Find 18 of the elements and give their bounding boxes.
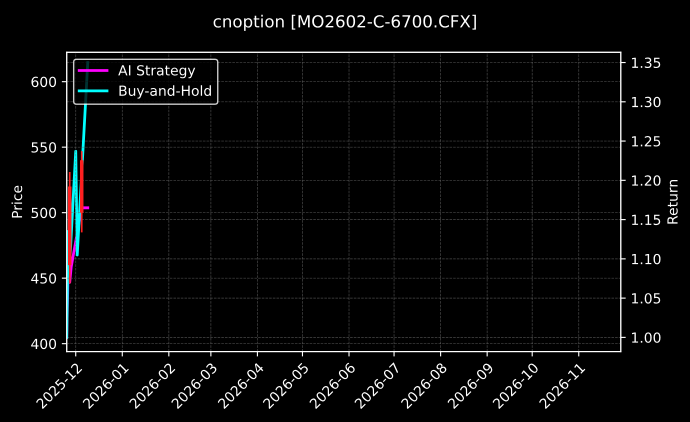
y-axis-title: Price [11, 186, 22, 218]
legend-label: Buy-and-Hold [119, 85, 211, 99]
y2-tick-label: 1.00 [632, 332, 661, 343]
y2-tick-label: 1.20 [632, 175, 661, 186]
y2-tick-label: 1.15 [632, 214, 660, 226]
y2-axis-title: Return [667, 180, 678, 224]
y2-tick-label: 1.25 [632, 136, 660, 147]
y-tick-label: 550 [32, 142, 56, 153]
y2-tick-label: 1.30 [632, 96, 661, 108]
y2-tick-label: 1.05 [632, 293, 660, 304]
chart-title: cnoption [MO2602-C-6700.CFX] [214, 14, 476, 31]
y-tick-label: 500 [32, 208, 56, 218]
y-tick-label: 600 [31, 76, 56, 88]
y-tick-label: 450 [31, 273, 56, 284]
y2-tick-label: 1.35 [632, 58, 660, 68]
y2-tick-label: 1.10 [632, 254, 661, 264]
legend-label: AI Strategy [118, 65, 196, 78]
y-tick-label: 400 [31, 338, 56, 350]
